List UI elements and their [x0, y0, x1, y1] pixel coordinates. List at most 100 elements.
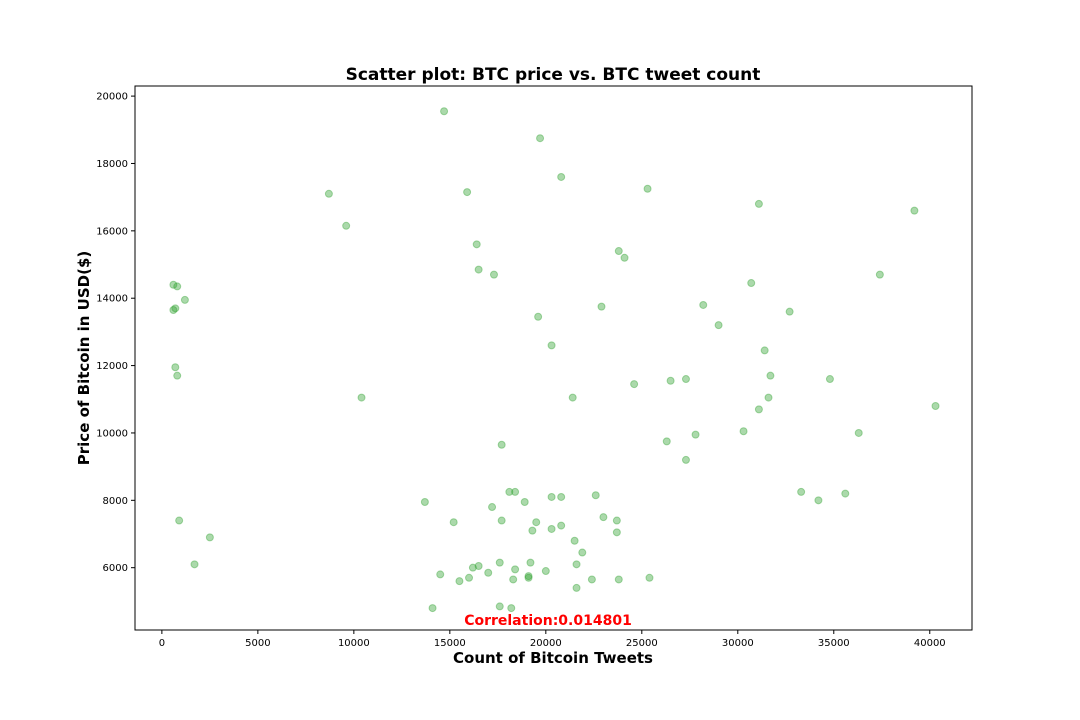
scatter-point [536, 134, 545, 143]
scatter-point [910, 206, 919, 215]
scatter-point [507, 604, 516, 613]
scatter-point [614, 247, 623, 256]
scatter-point [754, 199, 763, 208]
scatter-point [180, 295, 189, 304]
scatter-point [474, 562, 483, 570]
scatter-point [591, 491, 600, 500]
y-tick-label: 12000 [96, 361, 128, 372]
scatter-point [572, 583, 581, 592]
scatter-point [666, 376, 675, 385]
data-points [169, 107, 940, 613]
x-tick-label: 35000 [818, 638, 850, 649]
x-axis: 0 5000 10000 15000 20000 25000 30000 35000 40000 [159, 630, 946, 649]
scatter-point [357, 393, 366, 402]
scatter-point [568, 393, 577, 402]
scatter-point [766, 371, 775, 380]
y-tick-label: 14000 [96, 294, 128, 305]
scatter-point [754, 405, 763, 414]
scatter-point [714, 321, 723, 330]
scatter-point [643, 184, 652, 193]
y-axis: 6000 8000 10000 12000 14000 16000 18000 20000 [96, 92, 135, 574]
scatter-point [764, 393, 773, 402]
scatter-point [528, 526, 537, 535]
scatter-point [173, 282, 182, 291]
scatter-point [785, 307, 794, 316]
scatter-point [505, 487, 514, 496]
scatter-point [814, 496, 823, 505]
scatter-point [534, 312, 543, 321]
scatter-point [614, 575, 623, 584]
scatter-point [455, 577, 464, 586]
scatter-point [474, 265, 483, 274]
x-tick-label: 30000 [722, 638, 754, 649]
scatter-point [342, 221, 351, 230]
x-tick-label: 25000 [626, 638, 658, 649]
scatter-point [468, 563, 477, 572]
scatter-point [825, 375, 834, 384]
scatter-point [760, 346, 769, 355]
scatter-point [547, 341, 556, 350]
scatter-point [497, 516, 506, 525]
scatter-point [511, 487, 520, 496]
x-tick-label: 15000 [434, 638, 466, 649]
scatter-point [428, 604, 437, 613]
scatter-point [524, 573, 533, 582]
scatter-point [169, 280, 178, 289]
scatter-point [489, 270, 498, 279]
scatter-point [175, 516, 184, 525]
scatter-point [484, 568, 493, 577]
x-tick-label: 20000 [530, 638, 562, 649]
scatter-point [171, 304, 180, 313]
scatter-point [173, 371, 182, 380]
scatter-point [570, 536, 579, 545]
scatter-point [324, 189, 333, 198]
scatter-point [747, 279, 756, 288]
scatter-point [931, 402, 940, 410]
scatter-point [841, 489, 850, 498]
scatter-point [662, 437, 671, 446]
scatter-point [541, 567, 550, 576]
scatter-point [532, 518, 541, 527]
scatter-point [599, 513, 608, 522]
scatter-point [511, 565, 520, 574]
scatter-point [472, 240, 481, 249]
x-axis-label: Count of Bitcoin Tweets [453, 649, 653, 667]
y-tick-label: 8000 [103, 496, 128, 507]
scatter-point [875, 270, 884, 279]
scatter-point [488, 503, 497, 512]
scatter-point [526, 558, 535, 567]
y-tick-label: 6000 [103, 563, 128, 574]
scatter-point [436, 570, 445, 579]
scatter-point [495, 558, 504, 567]
scatter-point [171, 363, 180, 372]
scatter-point [557, 492, 566, 501]
y-tick-label: 16000 [96, 226, 128, 237]
scatter-point [630, 380, 639, 389]
scatter-point [572, 560, 581, 569]
scatter-point [463, 188, 472, 197]
scatter-point [440, 107, 449, 116]
scatter-point [547, 524, 556, 533]
scatter-point [190, 560, 199, 569]
scatter-point [169, 306, 178, 314]
x-tick-label: 10000 [338, 638, 370, 649]
chart-title: Scatter plot: BTC price vs. BTC tweet co… [346, 65, 761, 85]
scatter-point [509, 575, 518, 584]
scatter-point [854, 428, 863, 437]
scatter-point [681, 455, 690, 464]
scatter-point [520, 498, 529, 506]
x-tick-label: 40000 [914, 638, 946, 649]
scatter-point [578, 548, 587, 557]
scatter-point [465, 573, 474, 582]
x-tick-label: 5000 [245, 638, 270, 649]
scatter-point [597, 302, 606, 311]
scatter-point [205, 533, 214, 542]
y-tick-label: 10000 [96, 428, 128, 439]
x-tick-label: 0 [159, 638, 165, 649]
scatter-point [420, 498, 429, 506]
y-tick-label: 18000 [96, 159, 128, 170]
scatter-point [547, 492, 556, 501]
scatter-point [612, 516, 621, 525]
scatter-point [557, 521, 566, 530]
